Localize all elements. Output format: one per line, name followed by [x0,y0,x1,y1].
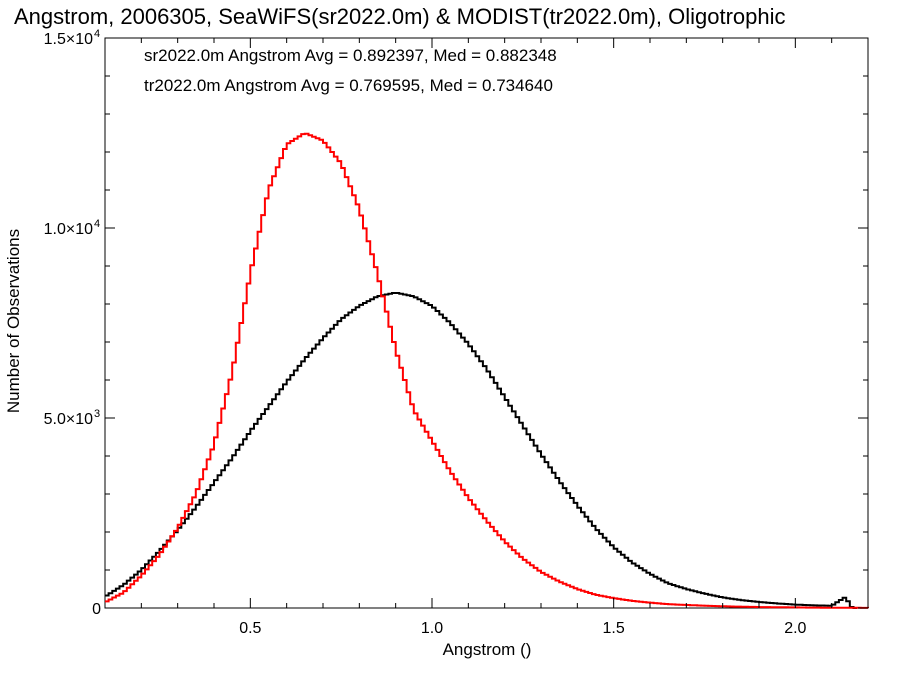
x-tick-label: 1.5 [603,620,625,637]
y-tick-label: 5.0×10 [44,411,93,428]
chart-title: Angstrom, 2006305, SeaWiFS(sr2022.0m) & … [14,4,786,29]
x-tick-label: 1.0 [421,620,443,637]
plot-border [104,37,869,609]
x-tick-label: 2.0 [784,620,806,637]
x-tick-label: 0.5 [239,620,261,637]
y-axis-label: Number of Observations [4,229,23,413]
y-tick-label: 1.0×10 [44,221,93,238]
y-tick-exponent: 3 [94,408,100,420]
y-tick-exponent: 4 [94,218,100,230]
red-series-stats-annotation: tr2022.0m Angstrom Avg = 0.769595, Med =… [144,76,553,95]
tr2022-histogram-series [105,132,869,609]
y-tick-label: 1.5×10 [44,31,93,48]
sr2022-histogram-series [105,292,858,609]
histogram-series-layer [105,132,869,609]
black-series-stats-annotation: sr2022.0m Angstrom Avg = 0.892397, Med =… [144,46,557,65]
x-axis-label: Angstrom () [443,640,532,659]
y-tick-label: 0 [92,601,101,618]
y-tick-exponent: 4 [94,28,100,40]
x-axis-ticks: 0.5 1.0 1.5 2.0 [104,38,869,637]
y-axis-ticks: 05.0×10 31.0×10 41.5×10 4 [44,28,868,618]
plot-area-frame [104,37,869,609]
